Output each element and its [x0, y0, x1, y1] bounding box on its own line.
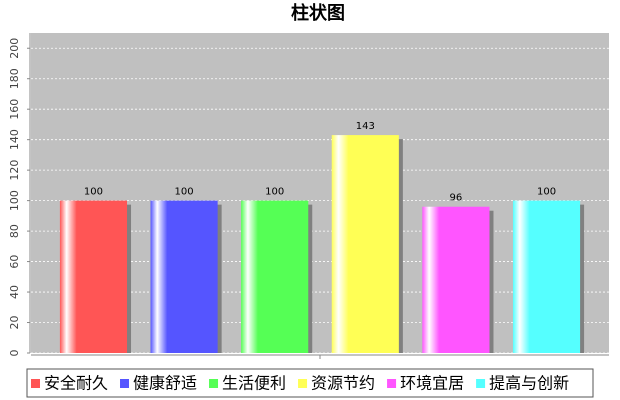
- legend-label: 生活便利: [222, 374, 286, 393]
- bar: [331, 135, 399, 353]
- legend-swatch: [387, 379, 397, 388]
- bar: [422, 206, 490, 353]
- value-label: 96: [450, 193, 463, 204]
- bar: [512, 200, 581, 353]
- y-tick-label: 120: [8, 160, 21, 181]
- legend-label: 资源节约: [311, 374, 375, 393]
- chart-title: 柱状图: [291, 2, 345, 24]
- value-label: 100: [265, 187, 284, 198]
- legend-label: 环境宜居: [400, 374, 464, 393]
- y-tick-label: 40: [8, 285, 21, 299]
- y-tick-label: 200: [8, 38, 21, 59]
- value-label: 100: [175, 187, 194, 198]
- y-tick-label: 60: [8, 255, 21, 269]
- y-tick-label: 80: [8, 224, 21, 238]
- y-tick-label: 20: [8, 316, 21, 330]
- value-label: 143: [356, 121, 375, 132]
- bar: [59, 200, 128, 353]
- y-tick-label: 160: [8, 99, 21, 120]
- bar: [241, 200, 309, 353]
- legend-label: 提高与创新: [489, 374, 569, 393]
- y-tick-label: 100: [8, 190, 21, 211]
- legend-swatch: [120, 379, 130, 388]
- legend-swatch: [298, 379, 308, 388]
- value-label: 100: [84, 187, 103, 198]
- y-tick-label: 140: [8, 129, 21, 150]
- legend-swatch: [31, 379, 40, 388]
- y-tick-label: 180: [8, 68, 21, 89]
- value-label: 100: [537, 187, 556, 198]
- y-tick-label: 0: [8, 350, 21, 357]
- legend-label: 健康舒适: [133, 374, 197, 393]
- bar: [150, 200, 218, 353]
- legend-swatch: [209, 379, 219, 388]
- legend-label: 安全耐久: [44, 374, 108, 393]
- legend-swatch: [476, 379, 486, 388]
